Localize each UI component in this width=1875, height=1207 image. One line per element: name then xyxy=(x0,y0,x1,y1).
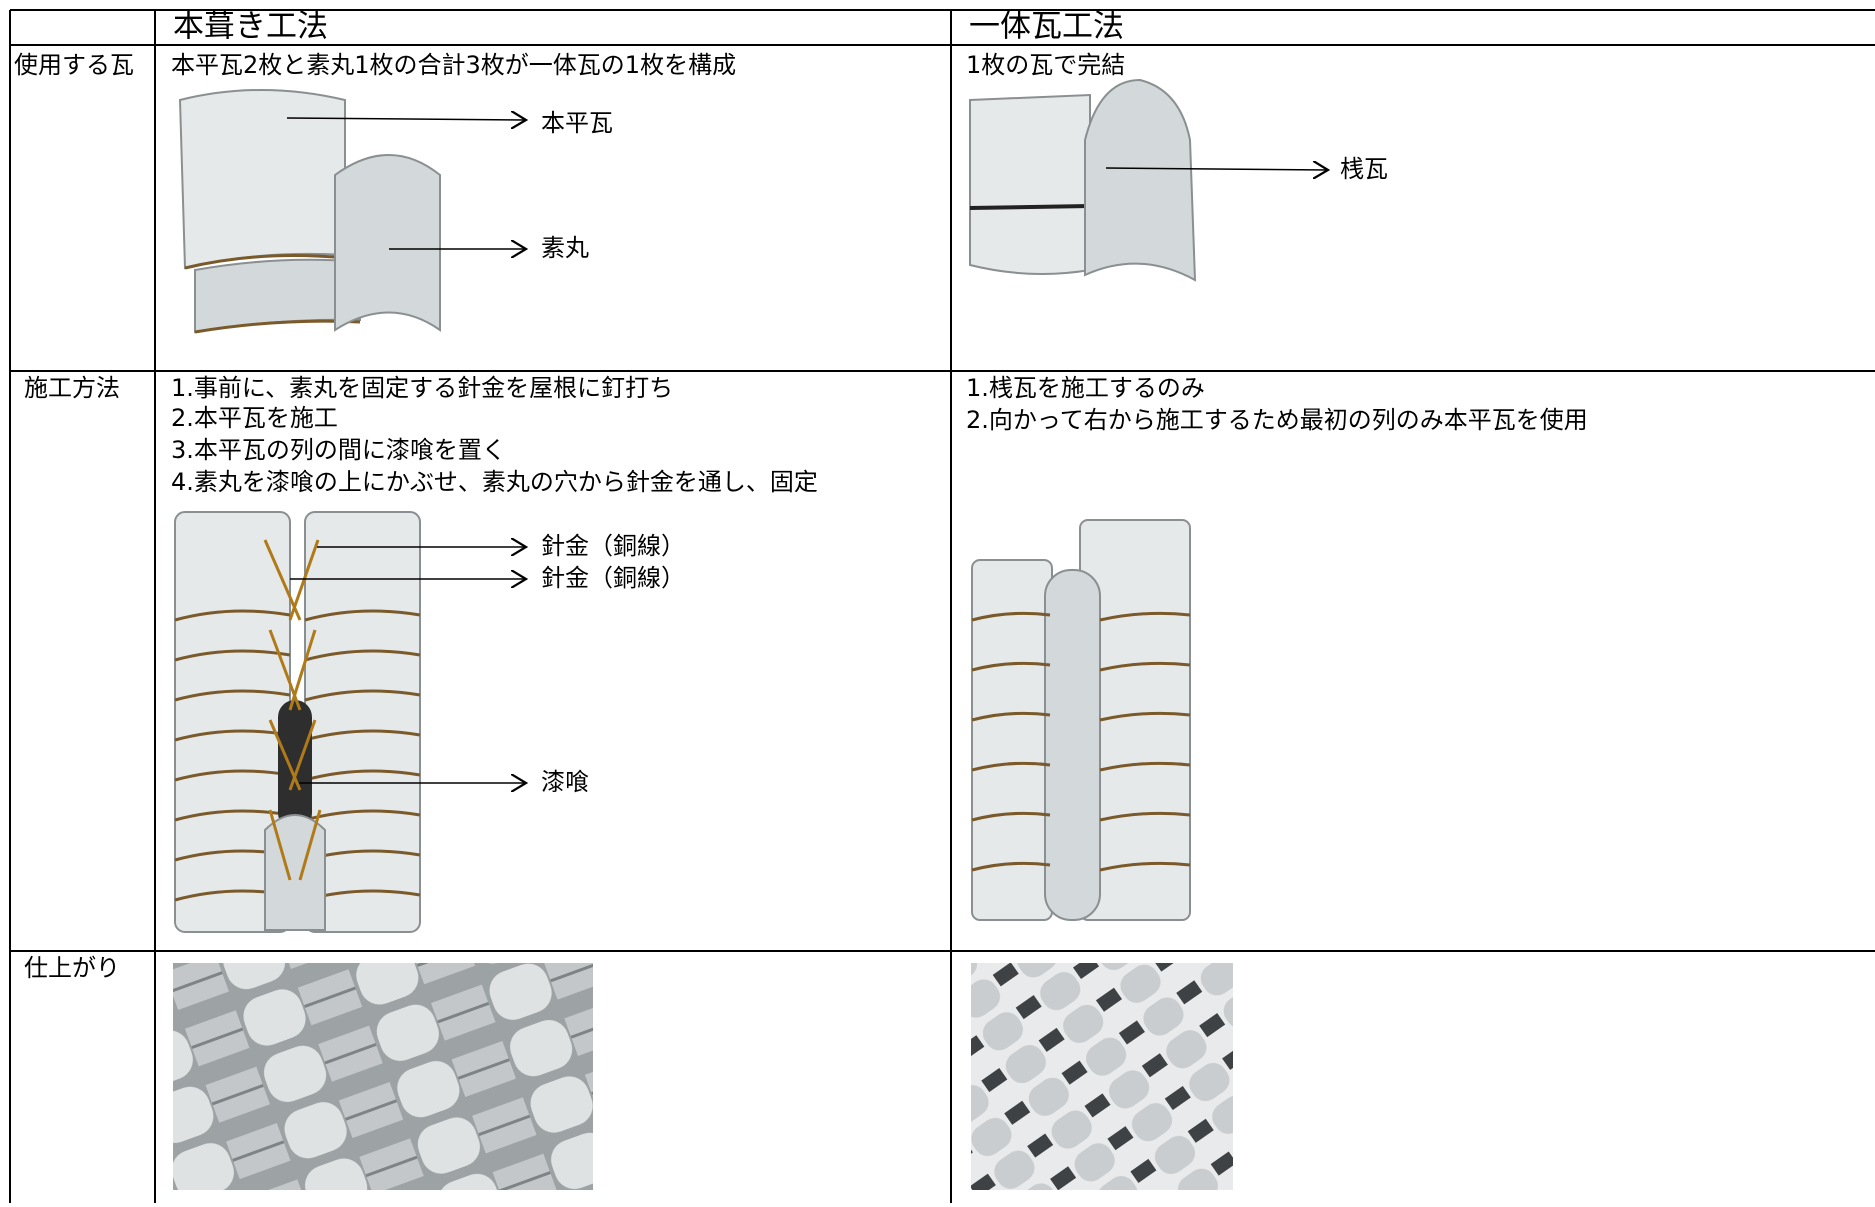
callout: 針金（銅線） xyxy=(541,564,685,592)
table-grid xyxy=(9,9,1875,1203)
row-label: 使用する瓦 xyxy=(14,51,134,79)
callout: 素丸 xyxy=(541,234,589,262)
header: 本葺き工法 xyxy=(173,9,328,45)
tile-illustration xyxy=(969,78,1197,282)
cell-text: 2.向かって右から施工するため最初の列のみ本平瓦を使用 xyxy=(966,406,1588,434)
cell-text: 1.事前に、素丸を固定する針金を屋根に釘打ち xyxy=(171,374,673,402)
tile-illustration xyxy=(174,511,421,933)
row-label: 施工方法 xyxy=(24,374,120,402)
cell-text: 1.桟瓦を施工するのみ xyxy=(966,374,1205,402)
callout-arrow xyxy=(1105,168,1328,170)
cell-text: 1枚の瓦で完結 xyxy=(966,51,1125,79)
callout: 針金（銅線） xyxy=(541,532,685,560)
row-label: 仕上がり xyxy=(24,954,120,982)
callout: 漆喰 xyxy=(541,768,589,796)
callout: 本平瓦 xyxy=(541,109,613,137)
tile-illustration xyxy=(178,89,441,334)
finish-photo xyxy=(971,963,1233,1190)
callout: 桟瓦 xyxy=(1340,155,1388,183)
callout-arrow xyxy=(286,118,526,120)
finish-photo xyxy=(173,963,593,1190)
cell-text: 3.本平瓦の列の間に漆喰を置く xyxy=(171,436,506,464)
cell-text: 2.本平瓦を施工 xyxy=(171,404,338,432)
header: 一体瓦工法 xyxy=(969,9,1124,45)
cell-text: 本平瓦2枚と素丸1枚の合計3枚が一体瓦の1枚を構成 xyxy=(171,51,736,79)
tile-illustration xyxy=(971,519,1191,921)
cell-text: 4.素丸を漆喰の上にかぶせ、素丸の穴から針金を通し、固定 xyxy=(171,468,818,496)
